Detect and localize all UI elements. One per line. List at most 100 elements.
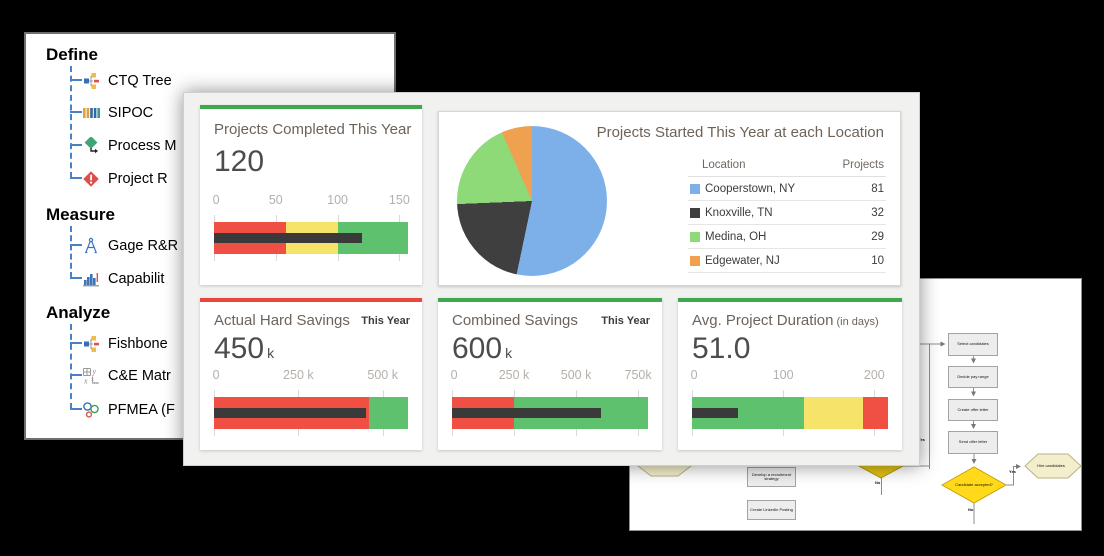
edge-label-yes: Yes (1009, 469, 1016, 474)
flow-node-hire-candidates-label: Hire candidates (1037, 463, 1065, 468)
legend-value: 32 (871, 206, 884, 219)
pie-legend: Location Projects Cooperstown, NY 81 Knoxv… (688, 154, 886, 273)
tree-item-ctq-tree[interactable]: CTQ Tree (82, 70, 172, 92)
card-accent-bar (438, 298, 662, 302)
card-title: Combined Savings (452, 312, 578, 329)
flowchart-connectors (637, 341, 1082, 524)
tree-connector (70, 79, 82, 81)
bullet-chart: 0 250 k 500 k 750k (450, 368, 652, 436)
legend-swatch (690, 231, 700, 242)
tree-connector (70, 244, 82, 246)
card-accent-bar (200, 105, 422, 109)
pfmea-icon (83, 402, 99, 418)
tree-item-label: Project R (108, 171, 168, 187)
flow-node-create-offer-letter[interactable]: Create offer letter (948, 399, 998, 421)
ctq-tree-icon (84, 73, 99, 89)
tree-connector (70, 226, 72, 278)
flow-node-develop-recruitment-strategy[interactable]: Develop a recruitment strategy (747, 467, 796, 487)
tree-item-project-risk[interactable]: Project R (82, 168, 168, 190)
tree-item-pfmea[interactable]: PFMEA (F (82, 399, 175, 421)
flow-node-candidate-accepted-label: Candidate accepted? (955, 482, 993, 487)
legend-label: Knoxville, TN (705, 206, 773, 219)
flow-node-select-candidates[interactable]: Select candidates (948, 333, 998, 356)
legend-value: 29 (871, 230, 884, 243)
tree-connector (70, 374, 82, 376)
tree-connector (70, 342, 82, 344)
card-accent-bar (678, 298, 902, 302)
tree-item-label: Fishbone (108, 336, 168, 352)
legend-value: 81 (871, 182, 884, 195)
pie-chart (457, 126, 607, 276)
card-period-label: This Year (601, 315, 650, 327)
tree-item-ce-matrix[interactable]: y x C&E Matr (82, 365, 171, 387)
card-title: Avg. Project Duration (692, 312, 834, 329)
legend-row[interactable]: Cooperstown, NY 81 (688, 177, 886, 201)
bullet-chart: 0 100 200 (690, 368, 888, 436)
pie-chart-title: Projects Started This Year at each Locat… (596, 124, 884, 141)
legend-value: 10 (871, 254, 884, 267)
flow-node-label: Decide pay range (957, 373, 989, 379)
bullet-axis: 0 250 k 500 k (212, 368, 398, 382)
tree-item-label: CTQ Tree (108, 73, 172, 89)
fishbone-icon (84, 336, 99, 352)
card-accent-bar (200, 298, 422, 302)
bullet-axis: 0 100 200 (690, 368, 885, 382)
legend-header: Location Projects (688, 154, 886, 177)
tree-connector (70, 277, 82, 279)
tree-item-process-map[interactable]: Process M (82, 135, 177, 157)
flow-node-label: Develop a recruitment strategy (751, 471, 792, 481)
legend-label: Edgewater, NJ (705, 254, 780, 267)
edge-label-no: No (968, 507, 974, 512)
kpi-card-avg-project-duration: Avg. Project Duration (in days) 51.0 0 100… (678, 298, 902, 450)
legend-row[interactable]: Medina, OH 29 (688, 225, 886, 249)
bullet-axis: 0 250 k 500 k 750k (450, 368, 652, 382)
bullet-chart: 0 250 k 500 k (212, 368, 408, 436)
section-define: Define (46, 45, 98, 64)
legend-header-location: Location (702, 159, 746, 171)
tree-item-label: SIPOC (108, 105, 154, 121)
flow-node-label: Select candidates (957, 341, 989, 347)
section-analyze: Analyze (46, 303, 111, 322)
kpi-card-actual-hard-savings: Actual Hard Savings This Year 450 k 0 250 … (200, 298, 422, 450)
flow-node-send-offer-letter[interactable]: Send offer letter (948, 431, 998, 454)
kpi-value: 450 k (214, 332, 275, 365)
edge-label-no: No (875, 480, 881, 485)
bullet-band (214, 215, 408, 261)
svg-text:x: x (83, 377, 88, 386)
bullet-chart: 0 50 100 150 (213, 193, 410, 261)
kpi-card-projects-started: Projects Started This Year at each Locat… (438, 111, 901, 286)
card-period-label: This Year (361, 315, 410, 327)
flow-node-create-linkedin-posting[interactable]: Create LinkedIn Posting (747, 500, 796, 520)
kpi-value: 51.0 (692, 332, 751, 365)
kpi-card-combined-savings: Combined Savings This Year 600 k 0 250 k 50… (438, 298, 662, 450)
hire-candidates-hexagon-shape[interactable] (1024, 453, 1082, 479)
tree-connector (70, 324, 72, 409)
candidate-accepted-diamond-shape[interactable] (940, 466, 1008, 504)
flow-node-decide-pay-range[interactable]: Decide pay range (948, 366, 998, 388)
legend-swatch (690, 207, 700, 218)
bullet-band (452, 390, 648, 436)
legend-row[interactable]: Edgewater, NJ 10 (688, 249, 886, 273)
tree-item-capability[interactable]: Capabilit (82, 268, 164, 290)
bullet-band (214, 390, 408, 436)
tree-item-label: Gage R&R (108, 238, 179, 254)
svg-text:y: y (92, 367, 97, 376)
tree-item-sipoc[interactable]: SIPOC (82, 102, 153, 124)
edge-label-yes: Yes (918, 437, 925, 442)
tree-item-fishbone[interactable]: Fishbone (82, 333, 168, 355)
dashboard-panel: Projects Completed This Year 120 0 50 100 1… (183, 92, 920, 466)
card-title: Actual Hard Savings (214, 312, 350, 329)
tree-connector (70, 408, 82, 410)
legend-header-projects: Projects (842, 159, 884, 171)
capability-icon (83, 273, 99, 287)
project-risk-icon (83, 171, 99, 187)
card-title: Projects Completed This Year (214, 121, 412, 138)
gage-rr-icon (85, 237, 97, 254)
sipoc-icon (83, 108, 100, 118)
tree-item-gage-rr[interactable]: Gage R&R (82, 235, 178, 257)
tree-connector (70, 111, 82, 113)
process-map-icon (84, 137, 98, 154)
tree-item-label: C&E Matr (108, 368, 171, 384)
kpi-card-projects-completed: Projects Completed This Year 120 0 50 100 1… (200, 105, 422, 285)
legend-row[interactable]: Knoxville, TN 32 (688, 201, 886, 225)
